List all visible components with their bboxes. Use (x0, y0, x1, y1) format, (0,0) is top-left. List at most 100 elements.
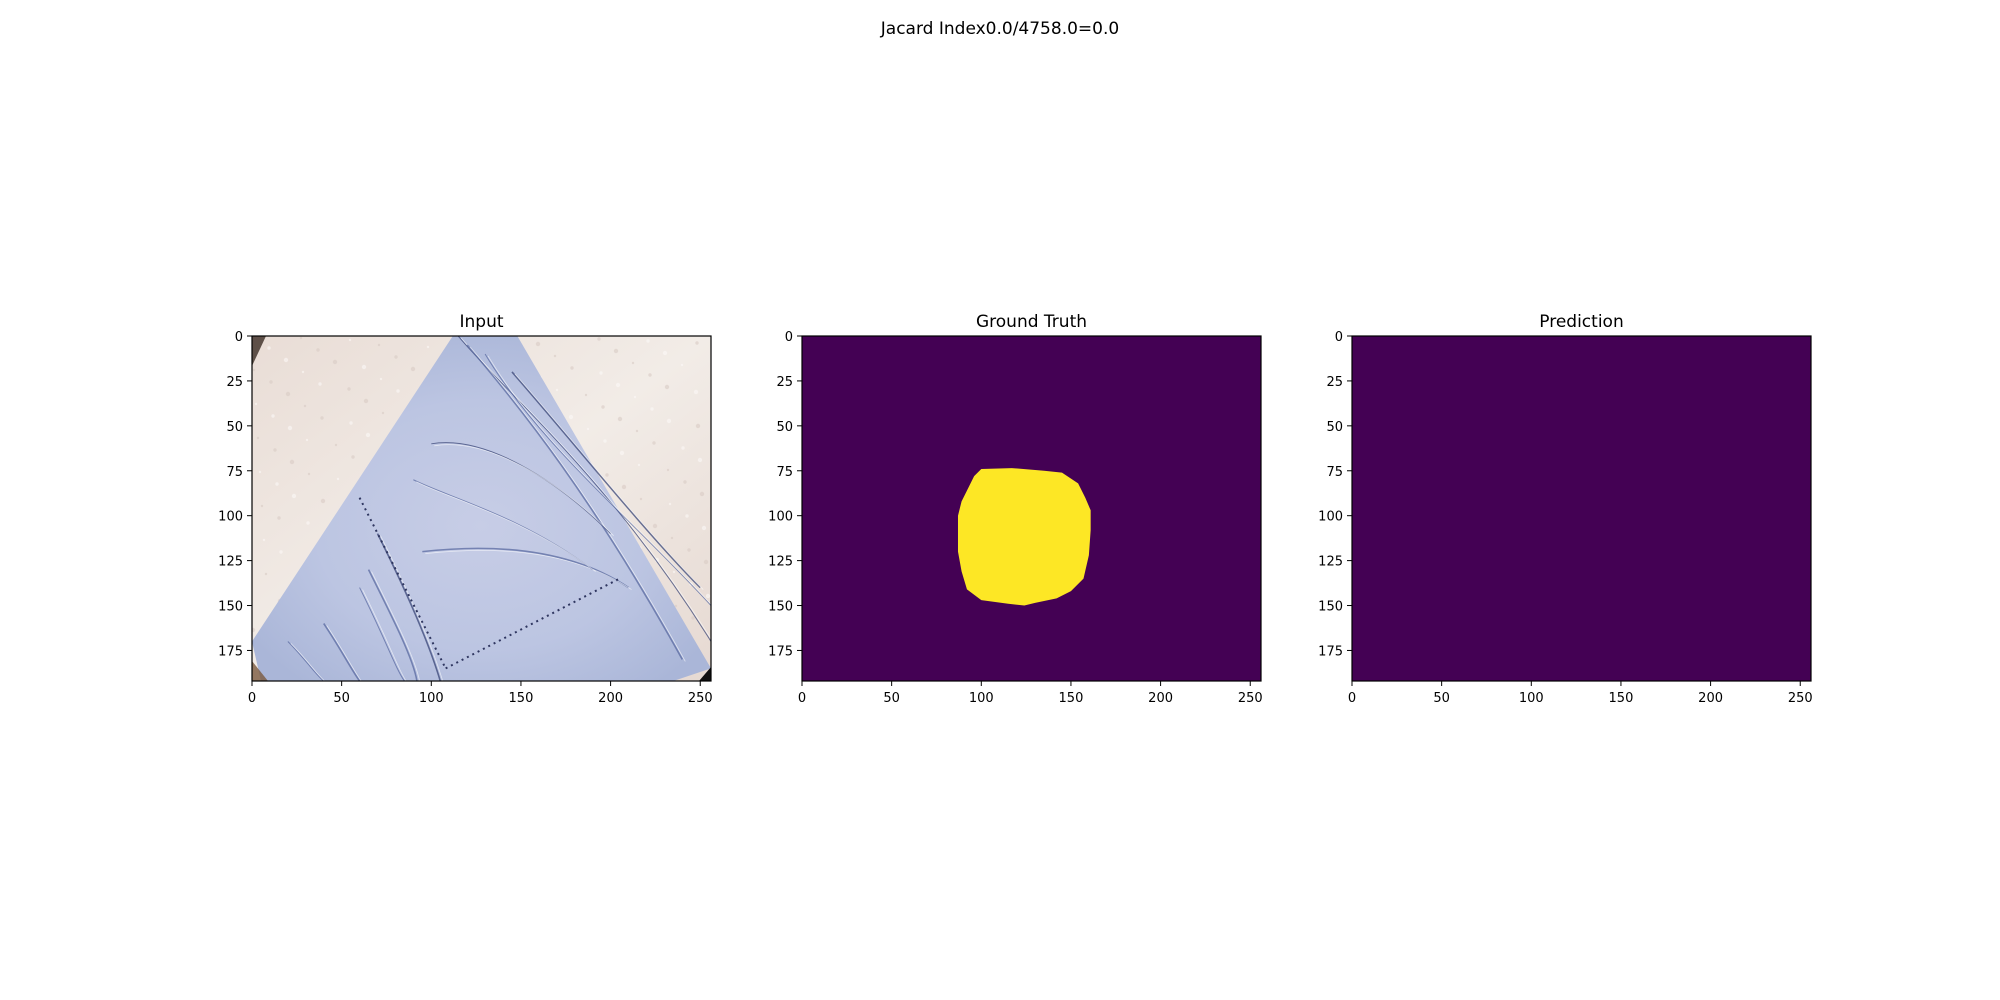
x-tick-label: 250 (1788, 691, 1813, 706)
y-tick-label: 50 (226, 420, 243, 435)
snow-speckle (685, 514, 689, 518)
figure-suptitle: Jacard Index0.0/4758.0=0.0 (880, 19, 1119, 39)
y-tick-label: 75 (776, 465, 793, 480)
y-tick-label: 175 (768, 644, 793, 659)
snow-speckle (705, 593, 711, 599)
snow-speckle (631, 361, 635, 365)
dark-corner (699, 667, 711, 681)
ice-highlight (371, 571, 420, 681)
snow-speckle (697, 457, 703, 463)
y-tick-label: 100 (218, 510, 243, 525)
ground-truth-axes-frame (801, 335, 1262, 682)
snow-speckle (307, 472, 311, 476)
input-axes-frame (251, 335, 712, 682)
y-tick-label: 0 (1335, 330, 1343, 345)
snow-speckle (258, 470, 262, 474)
snow-speckle (674, 604, 678, 608)
snow-speckle (336, 477, 340, 481)
ice-highlight (380, 535, 444, 681)
snow-speckle (586, 427, 590, 431)
x-tick-label: 250 (1238, 691, 1263, 706)
snow-speckle (262, 538, 266, 542)
y-tick-label: 50 (1326, 420, 1343, 435)
snow-speckle (347, 387, 351, 391)
snow-speckle (426, 345, 430, 349)
snow-speckle (267, 346, 271, 350)
snow-speckle (553, 354, 557, 358)
ice-highlight (416, 481, 596, 572)
ice-streak (359, 587, 405, 681)
x-tick-label: 0 (1348, 691, 1356, 706)
y-tick-label: 175 (218, 644, 243, 659)
prediction-axis-ticks: 0 50 100 150 200 250 0 25 50 75 100 125 150 175 (1318, 330, 1812, 706)
snow-speckle (381, 411, 385, 415)
y-tick-label: 125 (218, 555, 243, 570)
snow-speckle (301, 370, 305, 374)
snow-speckle (318, 382, 322, 386)
snow-speckle (306, 521, 310, 525)
snow-speckle (668, 502, 672, 506)
snow-speckle (361, 364, 367, 370)
snow-speckle (291, 493, 297, 499)
ground-truth-panel: Ground Truth 0 50 100 150 200 250 0 25 50 75 100 12… (768, 312, 1262, 706)
snow-speckle (650, 407, 654, 411)
y-tick-label: 175 (1318, 644, 1343, 659)
x-tick-label: 100 (419, 691, 444, 706)
snow-speckle (363, 398, 369, 404)
snow-speckle (635, 429, 639, 433)
input-axis-ticks: 0 50 100 150 200 250 0 25 50 75 100 125 150 175 (218, 330, 712, 706)
y-tick-label: 25 (226, 375, 243, 390)
mask-background (1352, 336, 1811, 681)
snow-speckle (621, 484, 627, 490)
input-panel-title: Input (459, 312, 503, 332)
snow-speckle (584, 393, 588, 397)
ice-highlight (362, 589, 407, 681)
snow-speckle (695, 341, 699, 345)
ice-highlight (487, 355, 711, 605)
snow-speckle (277, 516, 281, 520)
snow-speckle (599, 371, 603, 375)
snow-speckle (316, 348, 320, 352)
prediction-panel-title: Prediction (1539, 312, 1623, 332)
snow-speckle (648, 373, 652, 377)
snow-speckle (252, 368, 256, 372)
snow-speckle (377, 343, 381, 347)
snow-speckle (605, 473, 609, 477)
snow-speckle (672, 570, 676, 574)
x-tick-label: 250 (688, 691, 713, 706)
snow-speckle (396, 389, 400, 393)
x-tick-label: 100 (969, 691, 994, 706)
snow-speckle (275, 482, 279, 486)
snow-speckle (652, 441, 656, 445)
input-image (252, 336, 711, 681)
snow-speckle (299, 336, 303, 340)
snow-speckle (646, 339, 650, 343)
snow-speckle (613, 348, 619, 354)
snow-speckle (699, 491, 705, 497)
snow-speckle (568, 414, 574, 420)
y-tick-label: 25 (1326, 375, 1343, 390)
ice-highlight (469, 346, 686, 662)
ice-streak (466, 344, 684, 660)
prediction-panel: Prediction 0 50 100 150 200 250 0 25 50 75 100 125 1… (1318, 312, 1812, 706)
y-tick-label: 0 (785, 330, 793, 345)
y-tick-label: 150 (768, 600, 793, 615)
y-tick-label: 125 (768, 555, 793, 570)
snow-speckle (633, 395, 637, 399)
ground-truth-panel-title: Ground Truth (976, 312, 1087, 332)
snow-speckle (394, 355, 398, 359)
x-tick-label: 100 (1519, 691, 1544, 706)
ice-highlight (326, 625, 362, 681)
snow-speckle (349, 421, 353, 425)
x-tick-label: 200 (598, 691, 623, 706)
y-tick-label: 100 (1318, 510, 1343, 525)
ice-highlight (434, 444, 614, 536)
snow-speckle (680, 363, 684, 367)
snow-speckle (379, 377, 383, 381)
snow-speckle (348, 338, 352, 342)
y-tick-label: 150 (1318, 600, 1343, 615)
snow-speckle (260, 504, 264, 508)
y-tick-label: 0 (235, 330, 243, 345)
snow-speckle (619, 450, 625, 456)
snow-speckle (279, 550, 283, 554)
